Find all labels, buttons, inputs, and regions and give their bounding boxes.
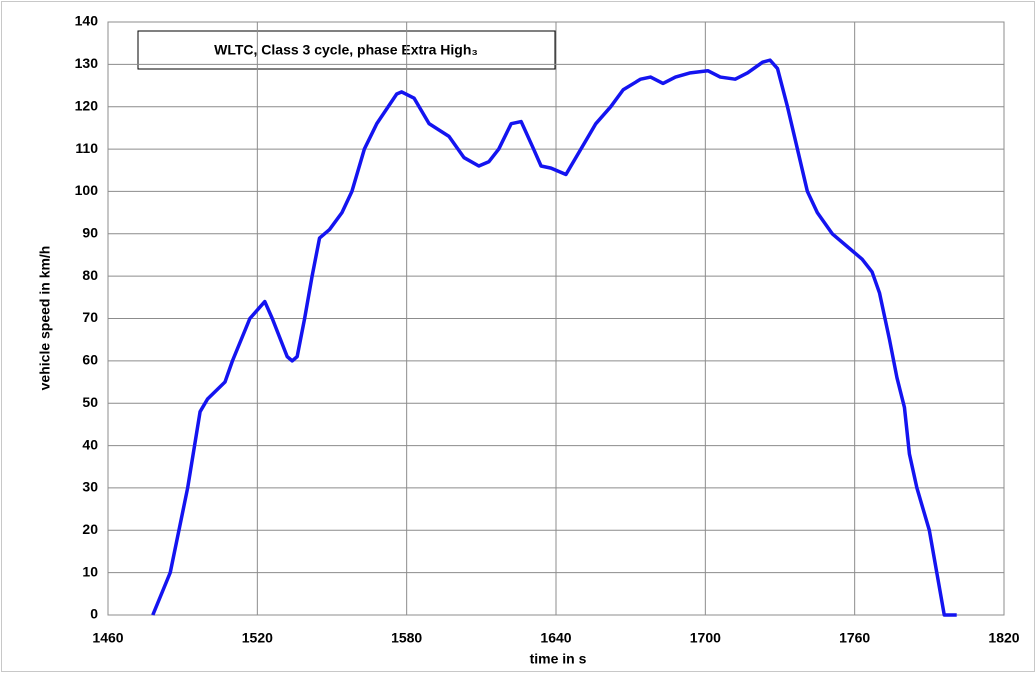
y-tick-label: 40 bbox=[82, 436, 98, 452]
y-tick-label: 60 bbox=[82, 352, 98, 368]
y-tick-label: 100 bbox=[75, 182, 99, 198]
x-tick-label: 1580 bbox=[391, 630, 422, 646]
y-tick-label: 90 bbox=[82, 224, 98, 240]
y-tick-label: 70 bbox=[82, 309, 98, 325]
annotation-box bbox=[137, 30, 556, 70]
x-tick-label: 1520 bbox=[242, 630, 273, 646]
y-tick-label: 110 bbox=[75, 140, 98, 156]
x-tick-label: 1640 bbox=[540, 630, 571, 646]
y-axis-label: vehicle speed in km/h bbox=[37, 246, 53, 391]
y-tick-label: 120 bbox=[75, 97, 99, 113]
plot-frame bbox=[107, 21, 1005, 616]
data-line bbox=[151, 58, 957, 617]
x-axis-label: time in s bbox=[530, 651, 587, 667]
annotation: WLTC, Class 3 cycle, phase Extra High₃ bbox=[214, 42, 478, 58]
x-tick-label: 1460 bbox=[92, 630, 123, 646]
y-tick-label: 10 bbox=[82, 563, 98, 579]
y-tick-label: 80 bbox=[82, 267, 98, 283]
x-tick-label: 1820 bbox=[988, 630, 1019, 646]
y-tick-label: 0 bbox=[90, 606, 98, 622]
y-tick-label: 140 bbox=[75, 13, 99, 29]
x-tick-label: 1760 bbox=[839, 630, 870, 646]
y-tick-label: 20 bbox=[82, 521, 98, 537]
y-tick-label: 30 bbox=[82, 479, 98, 495]
y-tick-label: 50 bbox=[82, 394, 98, 410]
y-tick-label: 130 bbox=[75, 55, 99, 71]
x-tick-label: 1700 bbox=[690, 630, 721, 646]
